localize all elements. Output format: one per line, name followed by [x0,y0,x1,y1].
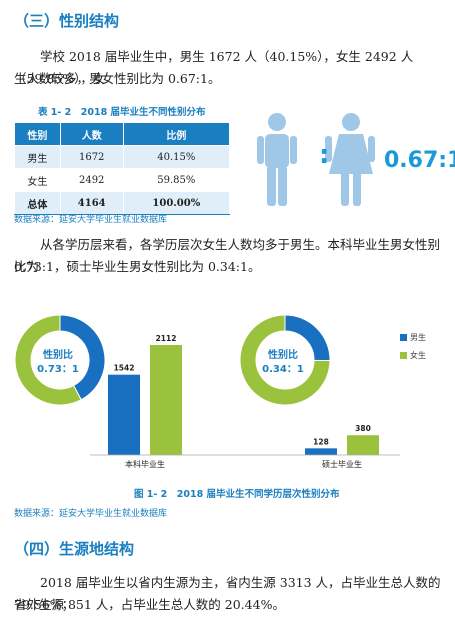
female-icon [325,113,375,206]
colon-symbol: : [319,140,330,170]
donut-label-title: 性别比 [42,348,73,361]
level-gender-chart: 性别比 0.73：1 性别比 0.34：1 1542 2112 本科毕业生 128 380 硕士毕… [14,314,426,469]
legend-label: 女生 [410,350,426,360]
bar-value-label: 1542 [114,364,135,373]
table-cell: 1672 [59,145,124,169]
table-header-ratio: 比例 [122,122,231,146]
table-cell: 4164 [59,191,124,215]
bar-male [305,448,337,455]
legend-swatch [400,334,407,341]
donut-label-title: 性别比 [267,348,298,361]
origin-paragraph-line2: 省外生源 851 人，占毕业生总人数的 20.44%。 [14,597,285,612]
table-row-total: 总体 4164 100.00% [14,191,231,215]
table-cell: 100.00% [122,191,231,215]
bar-value-label: 380 [355,424,371,433]
chart-source: 数据来源：延安大学毕业生就业数据库 [14,509,168,519]
gender-table: 性别 人数 比例 男生 1672 40.15% 女生 2492 59.85% 总… [14,122,231,215]
category-label: 本科毕业生 [125,459,165,469]
table-header-count: 人数 [59,122,124,146]
table-cell: 男生 [14,145,61,169]
levels-paragraph-line2: 0.73:1，硕士毕业生男女性别比为 0.34:1。 [14,259,261,274]
donut-label-ratio: 0.73：1 [37,364,79,375]
gender-ratio-value: 0.67:1 [384,148,455,173]
bar-value-label: 2112 [156,334,177,343]
table-row: 男生 1672 40.15% [14,145,231,169]
donut-slice-female [14,314,82,406]
legend-label: 男生 [410,332,426,342]
table-cell: 女生 [14,168,61,192]
category-label: 硕士毕业生 [322,459,362,469]
chart-caption: 图 1- 2 2018 届毕业生不同学历层次性别分布 [134,489,340,500]
bar-male [108,374,140,455]
bar-female [347,435,379,455]
gender-paragraph-line1: 学校 2018 届毕业生中，男生 1672 人（40.15%），女生 2492 … [14,49,414,86]
origin-paragraph-line1: 2018 届毕业生以省内生源为主，省内生源 3313 人，占毕业生总人数的 79… [14,575,441,612]
gender-paragraph-line2: 生人数较多，男女性别比为 0.67:1。 [14,71,221,86]
table-row: 女生 2492 59.85% [14,168,231,192]
donut-label-ratio: 0.34：1 [262,364,304,375]
table-cell: 59.85% [122,168,231,192]
section-heading-origin: （四）生源地结构 [14,540,135,558]
table-cell: 2492 [59,168,124,192]
gender-icons [257,113,375,206]
bar-value-label: 128 [313,437,329,446]
legend-swatch [400,352,407,359]
bar-female [150,345,182,455]
section-heading-gender: （三）性别结构 [14,12,120,30]
male-icon [257,113,297,206]
table-source: 数据来源：延安大学毕业生就业数据库 [14,215,168,225]
table-caption: 表 1- 2 2018 届毕业生不同性别分布 [38,107,206,118]
donut-slice-female [239,314,331,406]
gender-paragraph: 学校 2018 届毕业生中，男生 1672 人（40.15%），女生 2492 … [14,46,444,90]
table-cell: 40.15% [122,145,231,169]
table-header-gender: 性别 [14,122,61,146]
levels-paragraph-line1: 从各学历层来看，各学历层次女生人数均多于男生。本科毕业生男女性别比为 [14,237,441,274]
